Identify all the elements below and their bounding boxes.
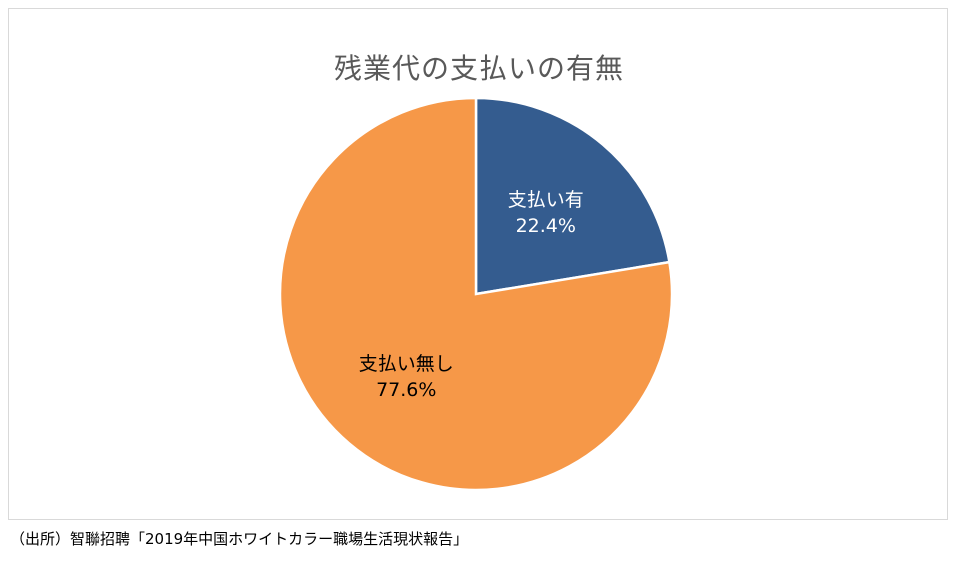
- slice-label-1: 支払い有: [508, 189, 584, 211]
- chart-title: 残業代の支払いの有無: [333, 52, 624, 85]
- pie-slice-2: [278, 96, 674, 492]
- slice-value-label-2: 77.6%: [376, 379, 436, 401]
- source-note: （出所）智聯招聘「2019年中国ホワイトカラー職場生活現状報告」: [10, 530, 469, 548]
- pie-labels: 支払い有 22.4% 支払い無し 77.6%: [359, 189, 584, 401]
- pie-slice-1: [474, 96, 671, 296]
- slice-value-label-1: 22.4%: [516, 215, 576, 237]
- slice-label-2: 支払い無し: [359, 353, 454, 375]
- pie-slices: [278, 96, 674, 492]
- chart-area: 残業代の支払いの有無 支払い有 22.4% 支払い無し 77.6%: [8, 8, 948, 520]
- pie-chart: 支払い有 22.4% 支払い無し 77.6%: [278, 96, 674, 492]
